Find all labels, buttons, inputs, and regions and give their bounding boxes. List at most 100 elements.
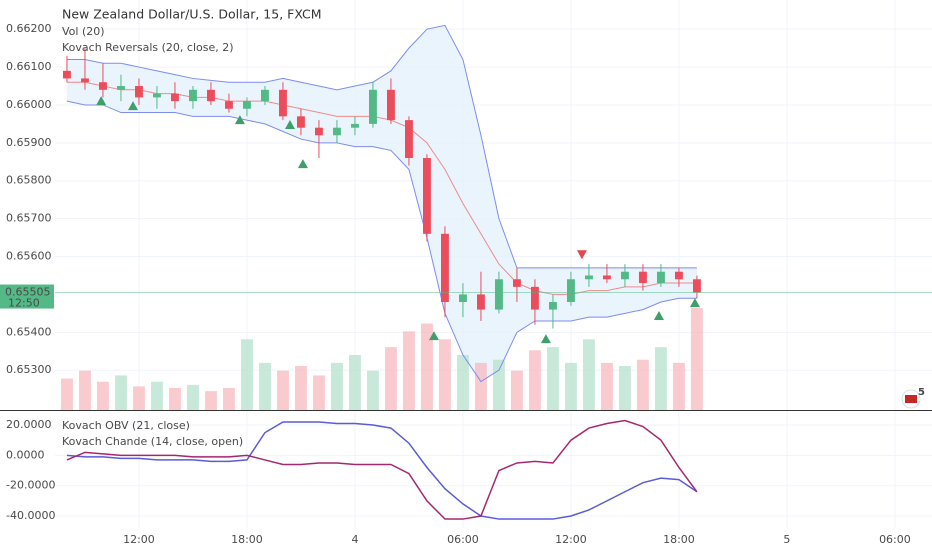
candle-body xyxy=(171,93,179,102)
candle-body xyxy=(387,89,395,121)
volume-bar xyxy=(403,331,415,410)
volume-bar xyxy=(528,350,541,410)
volume-bar xyxy=(546,347,559,410)
candle-body xyxy=(279,89,287,117)
volume-bar xyxy=(187,384,199,410)
x-tick-label: 5 xyxy=(783,533,790,546)
candle-body xyxy=(333,127,341,136)
indicator-label: Vol (20) xyxy=(62,25,105,38)
volume-bar xyxy=(349,355,361,410)
volume-bar xyxy=(421,323,433,410)
y-tick-label: 0.66200 xyxy=(6,22,52,35)
volume-bar xyxy=(331,362,343,410)
x-tick-label: 12:00 xyxy=(123,533,155,546)
y-tick-label: 0.66000 xyxy=(6,98,52,111)
indicator-line xyxy=(66,421,698,520)
candle-body xyxy=(153,93,161,98)
reversal-up xyxy=(689,298,700,308)
y-tick-label: 0.65800 xyxy=(6,174,52,187)
candle-body xyxy=(297,116,305,128)
candle-body xyxy=(99,82,107,90)
x-tick-label: 18:00 xyxy=(663,533,695,546)
indicator-line xyxy=(66,419,698,520)
candle-body xyxy=(261,89,269,102)
candle-body xyxy=(225,101,233,109)
last-price-label: 0.65505 xyxy=(5,286,51,299)
legend-entry: Kovach OBV (21, close) xyxy=(62,419,190,432)
volume-bar xyxy=(439,339,451,410)
candle-body xyxy=(530,286,539,310)
candle-body xyxy=(405,120,413,159)
volume-bar xyxy=(259,362,271,410)
reversal-up xyxy=(234,115,245,125)
volume-bar xyxy=(61,378,73,410)
volume-bar xyxy=(600,362,613,410)
x-tick-label: 06:00 xyxy=(447,533,479,546)
reversal-up xyxy=(653,311,664,321)
band-line xyxy=(66,100,697,383)
volume-bar xyxy=(492,359,505,410)
candle-body xyxy=(494,279,503,310)
volume-bar xyxy=(79,370,91,410)
x-tick-label: 12:00 xyxy=(555,533,587,546)
y-tick-label: 0.65900 xyxy=(6,136,52,149)
reversal-up xyxy=(284,120,295,130)
reversal-up xyxy=(297,159,308,169)
reversal-up xyxy=(96,96,107,106)
last-price-time: 12:50 xyxy=(8,297,40,310)
volume-bar xyxy=(618,366,631,410)
volume-bar xyxy=(672,362,685,410)
indicator-label: Kovach Reversals (20, close, 2) xyxy=(62,41,234,54)
badge-flag xyxy=(905,395,917,403)
chart-title: New Zealand Dollar/U.S. Dollar, 15, FXCM xyxy=(62,7,322,22)
candle-body xyxy=(548,302,557,310)
volume-bar xyxy=(169,388,181,410)
reversal-up xyxy=(540,334,551,344)
volume-bar xyxy=(636,359,649,410)
candle-body xyxy=(512,279,521,287)
overlay: New Zealand Dollar/U.S. Dollar, 15, FXCM… xyxy=(0,7,925,546)
reversal-up xyxy=(428,331,439,341)
y-tick-label: 0.0000 xyxy=(6,448,45,461)
band-line xyxy=(66,24,697,269)
reversal-up xyxy=(128,101,139,111)
volume-bar xyxy=(97,381,109,410)
volume-bar xyxy=(582,339,595,410)
candle-body xyxy=(315,127,323,136)
volume-bar xyxy=(564,362,577,410)
volume-bar xyxy=(385,347,397,410)
x-tick-label: 18:00 xyxy=(231,533,263,546)
volume-bar xyxy=(205,391,217,410)
volume-bar xyxy=(151,381,163,410)
candle-body xyxy=(476,294,485,310)
candle-body xyxy=(656,271,665,284)
x-tick-label: 4 xyxy=(351,533,358,546)
candle-body xyxy=(441,233,449,303)
candle-body xyxy=(602,275,611,280)
volume-bar xyxy=(367,370,379,410)
plot xyxy=(55,24,932,520)
volume-bar xyxy=(241,339,253,410)
candle-body xyxy=(584,275,593,280)
volume-bar xyxy=(510,370,523,410)
badge-count: 5 xyxy=(918,387,925,398)
volume-bar xyxy=(277,370,289,410)
volume-bar xyxy=(223,388,235,410)
candle-body xyxy=(207,89,215,102)
candle-body xyxy=(117,86,125,90)
candle-body xyxy=(243,101,251,109)
y-tick-label: 0.66100 xyxy=(6,60,52,73)
y-tick-label: -40.0000 xyxy=(6,509,55,522)
y-tick-label: 0.65600 xyxy=(6,250,52,263)
volume-bar xyxy=(313,375,325,410)
candle-body xyxy=(638,271,647,284)
candle-body xyxy=(135,86,143,98)
candle-body xyxy=(674,271,683,280)
candle-body xyxy=(566,279,575,303)
candle-body xyxy=(459,294,467,303)
candle-body xyxy=(423,158,431,234)
volume-bar xyxy=(690,307,703,410)
candle-body xyxy=(81,78,89,83)
